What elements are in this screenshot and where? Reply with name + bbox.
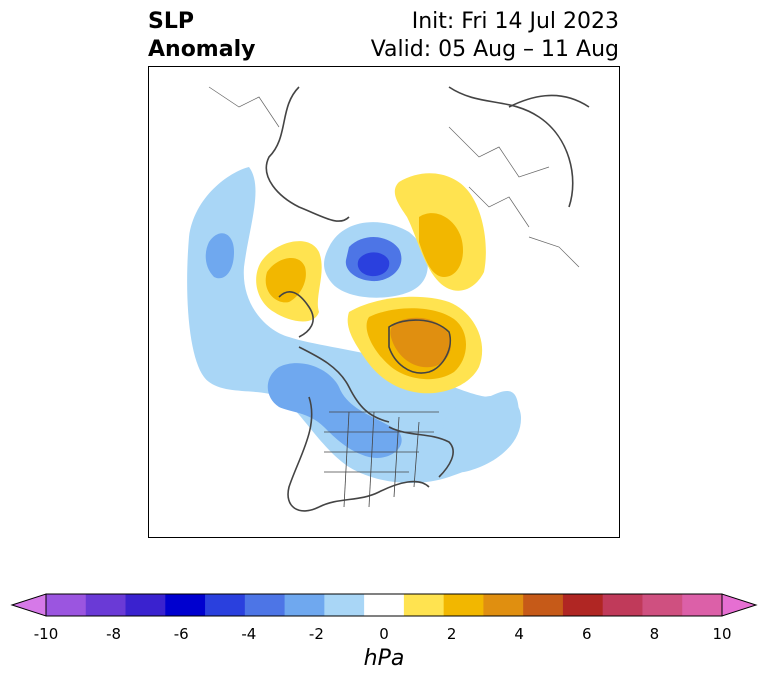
colorbar-tick-label: 4	[514, 625, 524, 643]
colorbar-segment	[324, 594, 365, 616]
colorbar-segments	[10, 593, 758, 617]
map-panel	[148, 66, 620, 538]
colorbar-segment	[205, 594, 246, 616]
negative-anomaly-arctic-center-core	[357, 252, 390, 277]
title-right: Init: Fri 14 Jul 2023 Valid: 05 Aug – 11…	[371, 8, 619, 64]
colorbar-segment	[125, 594, 166, 616]
colorbar-segment	[364, 594, 405, 616]
colorbar-tick-label: -2	[308, 625, 324, 643]
colorbar-tick-label: -4	[241, 625, 257, 643]
colorbar-tick-label: -6	[173, 625, 189, 643]
negative-anomaly-canada-usa	[267, 363, 402, 458]
colorbar-segment	[46, 594, 87, 616]
positive-anomaly-east-siberia-alaska-core	[265, 257, 306, 303]
colorbar-tick-label: 0	[379, 625, 389, 643]
colorbar-outline	[45, 593, 723, 617]
country-borders	[208, 86, 580, 268]
positive-anomaly-greenland-core	[390, 317, 451, 368]
colorbar-segment	[562, 594, 604, 616]
colorbar-extend-max	[721, 593, 758, 617]
negative-anomaly-gulf-of-alaska	[205, 233, 234, 279]
colorbar-segment	[523, 594, 564, 616]
colorbar-tick-label: 10	[712, 625, 732, 643]
valid-range: Valid: 05 Aug – 11 Aug	[370, 37, 619, 62]
colorbar-tick-label: 6	[582, 625, 592, 643]
us-state-borders	[324, 411, 439, 508]
colorbar-segment	[85, 594, 127, 616]
colorbar-unit: hPa	[363, 646, 405, 671]
title-variable: SLP	[148, 9, 194, 34]
init-date: Init: Fri 14 Jul 2023	[411, 9, 619, 34]
negative-anomaly-north-pacific	[187, 167, 520, 483]
negative-anomaly-north-atlantic	[441, 395, 522, 473]
colorbar-segment	[244, 594, 286, 616]
anomaly-map	[187, 86, 590, 512]
colorbar	[10, 593, 758, 617]
colorbar-segment	[483, 594, 524, 616]
colorbar-extend-min	[10, 593, 47, 617]
colorbar-tick-label: 2	[446, 625, 457, 643]
coastlines	[265, 86, 590, 512]
colorbar-segment	[443, 594, 484, 616]
colorbar-segment	[165, 594, 206, 616]
colorbar-tick-label: -10	[33, 625, 59, 643]
title-left: SLP Anomaly	[148, 8, 255, 64]
colorbar-segment	[284, 594, 325, 616]
title-field: Anomaly	[148, 37, 256, 62]
colorbar-segment	[403, 594, 445, 616]
colorbar-tick-label: -8	[106, 625, 122, 643]
positive-anomaly-siberia-core	[419, 213, 464, 277]
colorbar-segment	[682, 594, 723, 616]
colorbar-segment	[642, 594, 683, 616]
colorbar-tick-label: 8	[649, 625, 660, 643]
colorbar-segment	[602, 594, 643, 616]
